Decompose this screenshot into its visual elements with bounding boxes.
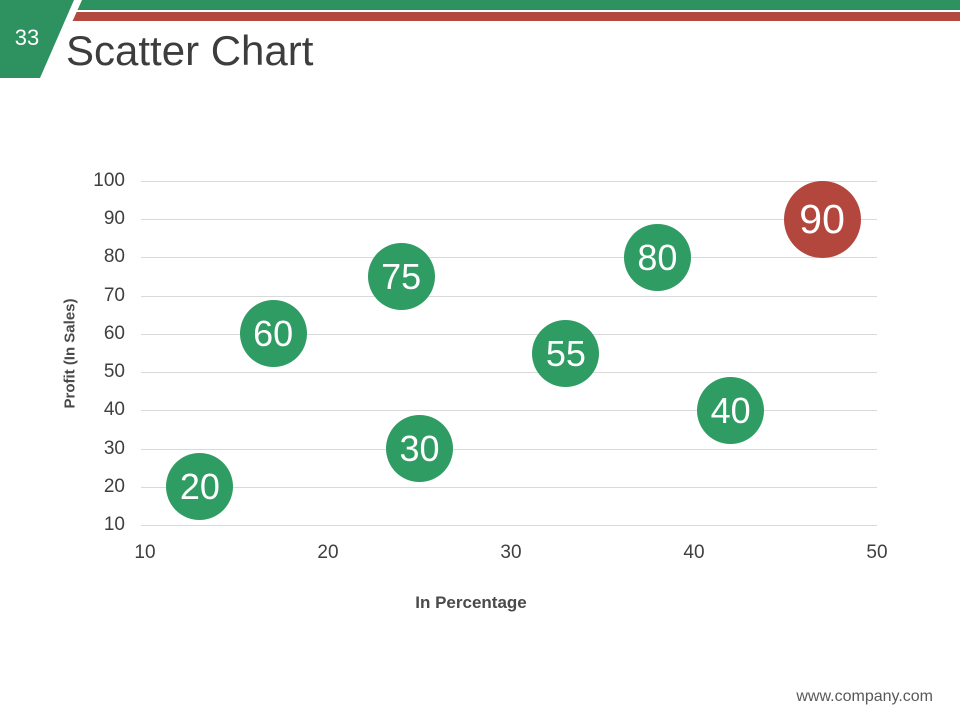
- gridline: [141, 257, 877, 259]
- corner-shape: [0, 0, 82, 78]
- y-tick-label: 20: [103, 475, 125, 497]
- x-tick-label: 30: [500, 542, 522, 563]
- gridline: [141, 525, 877, 526]
- gridline: [141, 333, 877, 335]
- gridline: [141, 219, 877, 221]
- x-tick-label: 10: [134, 542, 156, 563]
- scatter-bubble: 90: [783, 180, 861, 258]
- top-green-bar: [0, 0, 960, 10]
- top-red-bar: [30, 12, 960, 21]
- scatter-bubble: 20: [166, 453, 234, 521]
- gridline: [141, 448, 877, 450]
- scatter-bubble: 60: [239, 300, 307, 368]
- scatter-bubble: 55: [532, 319, 600, 387]
- y-tick-label: 40: [103, 399, 125, 421]
- y-tick-label: 30: [103, 437, 125, 459]
- corner-green-block: [0, 0, 74, 78]
- scatter-bubble: 75: [367, 243, 435, 311]
- gridline: [141, 372, 877, 374]
- y-tick-label: 50: [103, 361, 125, 383]
- y-tick-label: 60: [103, 322, 125, 344]
- scatter-bubble: 40: [697, 376, 765, 444]
- y-tick-label: 100: [93, 170, 125, 191]
- y-tick-label: 80: [103, 246, 125, 268]
- scatter-bubble: 30: [386, 415, 453, 483]
- y-axis-title: Profit (In Sales): [61, 298, 79, 409]
- y-tick-label: 10: [103, 514, 125, 535]
- gridline: [141, 181, 877, 182]
- x-tick-label: 40: [683, 542, 705, 563]
- x-axis-title: In Percentage: [415, 593, 527, 612]
- page-title: Scatter Chart: [66, 27, 314, 74]
- gridline: [141, 410, 877, 412]
- scatter-bubble: 80: [623, 223, 691, 291]
- footer-url: www.company.com: [796, 688, 933, 705]
- gridline: [141, 486, 877, 488]
- gridline: [141, 295, 877, 297]
- x-tick-label: 50: [866, 542, 888, 563]
- scatter-chart: 10 20 30 40 50 60 70 80 90 100 10 20 30 40 50 20 60 75 30…: [0, 150, 960, 630]
- y-tick-label: 70: [103, 284, 125, 306]
- page-number: 33: [14, 25, 40, 50]
- x-tick-label: 20: [317, 542, 339, 563]
- y-tick-label: 90: [103, 208, 125, 230]
